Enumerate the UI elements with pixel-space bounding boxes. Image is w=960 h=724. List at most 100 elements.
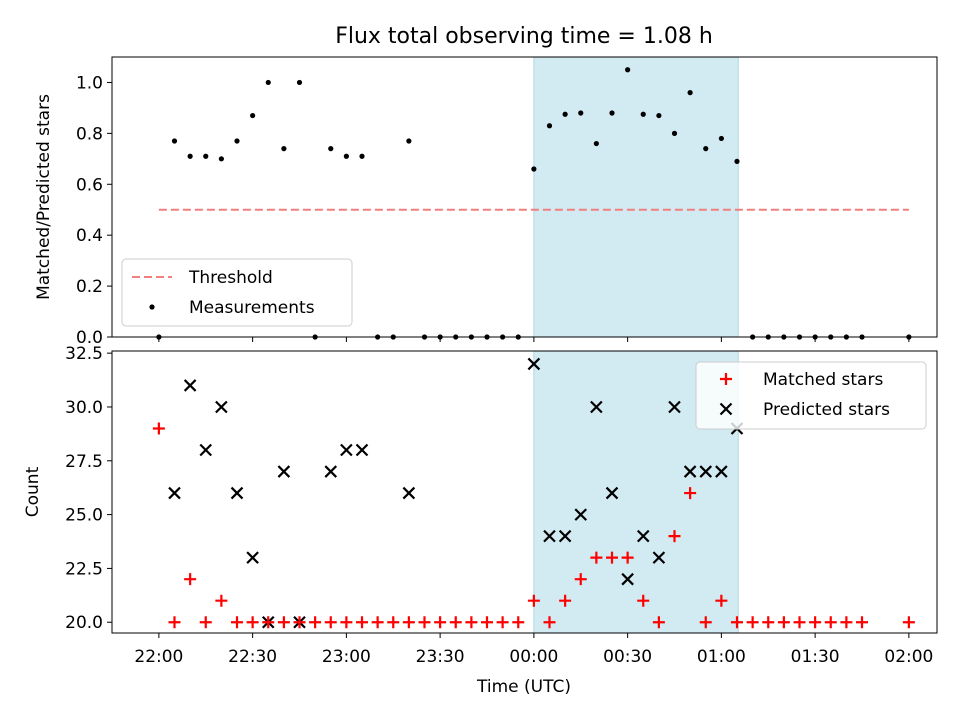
measurement-point (265, 79, 271, 86)
x-axis-label: Time (UTC) (476, 677, 571, 697)
matched-star-marker (809, 616, 822, 629)
y-tick-label: 30.0 (65, 398, 103, 418)
matched-star-marker (293, 616, 306, 629)
y-tick-label: 0.2 (76, 277, 103, 297)
measurement-point (250, 112, 256, 119)
predicted-star-marker (683, 465, 697, 478)
predicted-star-marker (605, 486, 619, 500)
matched-star-marker (543, 616, 556, 629)
bottom-legend: Matched stars Predicted stars (695, 361, 927, 430)
x-tick-label: 01:30 (791, 647, 840, 667)
measurement-point (625, 67, 631, 73)
predicted-star-marker (355, 443, 369, 457)
measurement-point (296, 79, 303, 86)
predicted-star-marker (230, 486, 244, 500)
measurement-point (359, 153, 365, 159)
predicted-star-marker (621, 572, 634, 586)
top-y-ticks: 0.0 0.2 0.4 0.6 0.8 1.0 (76, 73, 112, 348)
measurement-point (171, 138, 178, 144)
predicted-star-marker (402, 486, 416, 500)
y-tick-label: 0.6 (76, 175, 103, 195)
matched-star-marker (840, 616, 853, 629)
measurement-point (609, 110, 615, 116)
predicted-star-marker (324, 465, 338, 478)
matched-star-marker (527, 594, 540, 607)
matched-star-marker (699, 616, 712, 629)
predicted-star-marker (183, 379, 197, 392)
measurement-point (656, 112, 662, 119)
matched-star-marker (668, 530, 681, 543)
matched-star-marker (824, 616, 837, 629)
bottom-panel: 20.0 22.5 25.0 27.5 30.0 32.5 22:00 22:30 23:00… (23, 344, 938, 697)
predicted-star-marker (543, 529, 556, 543)
matched-star-marker (559, 594, 572, 607)
predicted-star-marker (715, 465, 728, 478)
predicted-star-marker (246, 551, 259, 564)
matched-star-marker (496, 616, 509, 629)
shaded-span (533, 56, 739, 338)
x-tick-label: 00:30 (603, 647, 652, 667)
matched-star-marker (434, 616, 447, 629)
measurement-point (406, 138, 412, 144)
matched-star-marker (340, 616, 353, 629)
x-tick-label: 02:00 (884, 647, 933, 667)
matched-star-marker (856, 616, 868, 629)
bottom-y-axis-label: Count (23, 466, 43, 517)
matched-star-marker (777, 616, 790, 629)
predicted-star-marker (636, 529, 650, 543)
y-tick-label: 0.8 (76, 124, 103, 144)
matched-star-marker (215, 594, 228, 607)
predicted-stars-points (168, 357, 744, 629)
x-tick-label: 01:00 (697, 647, 746, 667)
matched-star-marker (246, 616, 259, 629)
x-tick-label: 00:00 (509, 647, 558, 667)
top-legend: Threshold Measurements (121, 258, 353, 327)
matched-star-marker (574, 573, 587, 586)
matched-star-marker (621, 551, 634, 564)
y-tick-label: 20.0 (65, 613, 103, 633)
matched-legend-swatch (720, 373, 732, 385)
matched-star-marker (168, 616, 181, 629)
matched-star-marker (324, 616, 337, 629)
predicted-star-marker (652, 551, 666, 564)
x-tick-label: 22:30 (228, 647, 277, 667)
matched-star-marker (590, 551, 603, 564)
y-tick-label: 25.0 (65, 506, 103, 526)
measurement-point (734, 158, 740, 164)
matched-star-marker (449, 616, 462, 629)
predicted-star-marker (168, 486, 181, 500)
matched-star-marker (684, 487, 697, 500)
measurement-point (687, 90, 693, 96)
matched-star-marker (481, 616, 493, 629)
measurement-point (343, 153, 349, 159)
measurement-point (703, 146, 709, 152)
x-tick-label: 23:00 (322, 647, 371, 667)
bottom-axes-frame (111, 350, 938, 634)
matched-star-marker (902, 616, 915, 629)
top-axes-frame (111, 56, 938, 338)
matched-star-marker (746, 616, 759, 629)
bottom-x-ticks: 22:00 22:30 23:00 23:30 00:00 00:30 01:00 01:30… (134, 633, 933, 667)
measurement-point (640, 111, 646, 117)
predicted-star-marker (668, 400, 681, 414)
matched-star-marker (152, 422, 165, 435)
predicted-star-marker (699, 465, 713, 478)
matched-star-marker (387, 616, 400, 629)
bottom-legend-box (695, 361, 927, 430)
top-y-axis-label: Matched/Predicted stars (34, 94, 54, 300)
matched-star-marker (793, 616, 806, 629)
matched-star-marker (730, 616, 743, 629)
predicted-legend-swatch (719, 402, 733, 416)
matched-legend-label: Matched stars (763, 370, 883, 390)
top-legend-box (121, 258, 353, 327)
matched-star-marker (402, 616, 415, 629)
matched-legend-marker (720, 373, 732, 385)
matched-star-marker (231, 616, 244, 629)
measurement-point (234, 138, 240, 144)
bottom-y-ticks: 20.0 22.5 25.0 27.5 30.0 32.5 (65, 344, 112, 633)
top-panel: Flux total observing time = 1.08 h 0.00.… (34, 24, 938, 348)
measurement-point (203, 153, 209, 159)
y-tick-label: 0.0 (76, 328, 103, 348)
predicted-star-marker (340, 443, 353, 457)
